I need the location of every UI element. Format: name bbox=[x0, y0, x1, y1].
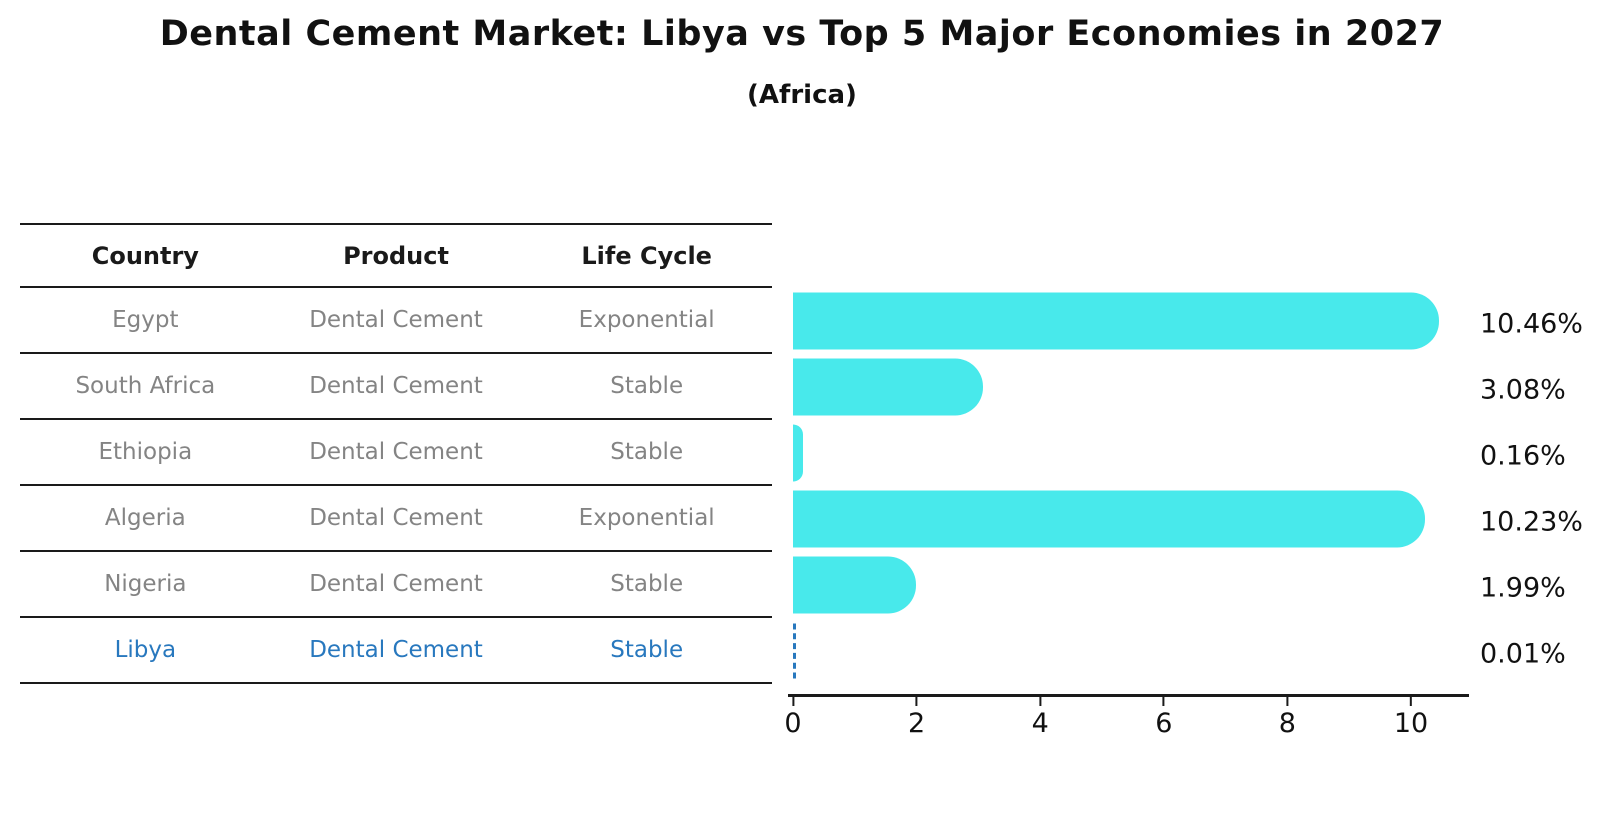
table-row: Algeria Dental Cement Exponential bbox=[20, 486, 772, 552]
comparison-table: Country Product Life Cycle Egypt Dental … bbox=[20, 223, 772, 684]
table-row: South Africa Dental Cement Stable bbox=[20, 354, 772, 420]
x-axis-tick-label: 6 bbox=[1155, 708, 1173, 739]
bar-row: 10.46% bbox=[793, 288, 1583, 354]
table-row: Ethiopia Dental Cement Stable bbox=[20, 420, 772, 486]
x-axis-tick: 8 bbox=[1279, 696, 1296, 739]
bar-value-label: 0.16% bbox=[1480, 440, 1566, 472]
bar-ethiopia bbox=[793, 424, 803, 482]
bar-chart: 10.46% 3.08% 0.16% 10.23% 1.99% 0.01% bbox=[793, 288, 1583, 684]
x-axis-tick: 4 bbox=[1032, 696, 1049, 739]
bar-row: 0.01% bbox=[793, 618, 1566, 684]
cell-country: Libya bbox=[114, 637, 177, 663]
x-axis-tick-label: 8 bbox=[1278, 708, 1296, 739]
header-cell-country: Country bbox=[91, 241, 199, 270]
x-axis-tick-mark bbox=[1162, 696, 1165, 706]
cell-product: Dental Cement bbox=[309, 373, 483, 399]
bar-row: 3.08% bbox=[793, 354, 1566, 420]
x-axis-tick-mark bbox=[915, 696, 918, 706]
header-cell-product: Product bbox=[343, 241, 449, 270]
bar-value-label: 0.01% bbox=[1480, 638, 1566, 670]
x-axis-tick-mark bbox=[792, 696, 794, 706]
x-axis-tick-mark bbox=[1039, 696, 1042, 706]
x-axis-tick-label: 0 bbox=[784, 708, 802, 739]
bar-row: 1.99% bbox=[793, 552, 1566, 618]
cell-country: Nigeria bbox=[104, 571, 187, 597]
cell-lifecycle: Stable bbox=[610, 571, 684, 597]
x-axis-tick-label: 2 bbox=[908, 708, 926, 739]
bar-nigeria bbox=[793, 556, 916, 614]
x-axis-tick-label: 10 bbox=[1393, 708, 1429, 739]
cell-product: Dental Cement bbox=[309, 505, 483, 531]
bar-value-label: 10.46% bbox=[1480, 308, 1583, 340]
cell-country: South Africa bbox=[75, 373, 216, 399]
table-row: Nigeria Dental Cement Stable bbox=[20, 552, 772, 618]
bar-south-africa bbox=[793, 358, 984, 416]
cell-country: Algeria bbox=[104, 505, 186, 531]
cell-country: Egypt bbox=[112, 307, 179, 333]
bar-libya bbox=[793, 623, 796, 679]
cell-lifecycle: Stable bbox=[610, 373, 684, 399]
bar-algeria bbox=[793, 490, 1426, 548]
cell-product: Dental Cement bbox=[309, 571, 483, 597]
header-cell-lifecycle: Life Cycle bbox=[581, 241, 712, 270]
x-axis-tick: 10 bbox=[1394, 696, 1428, 739]
x-axis-tick: 0 bbox=[784, 696, 802, 739]
x-axis-tick: 6 bbox=[1155, 696, 1172, 739]
x-axis-tick-mark bbox=[1409, 696, 1412, 706]
x-axis-tick-mark bbox=[1286, 696, 1289, 706]
x-axis-tick: 2 bbox=[908, 696, 925, 739]
cell-product: Dental Cement bbox=[309, 439, 483, 465]
page-subtitle: (Africa) bbox=[747, 80, 857, 110]
x-axis-line bbox=[788, 694, 1469, 697]
cell-lifecycle: Exponential bbox=[578, 505, 715, 531]
cell-country: Ethiopia bbox=[98, 439, 193, 465]
table-header-row: Country Product Life Cycle bbox=[20, 223, 772, 288]
x-axis-tick-label: 4 bbox=[1031, 708, 1049, 739]
bar-row: 0.16% bbox=[793, 420, 1566, 486]
bar-row: 10.23% bbox=[793, 486, 1583, 552]
bar-value-label: 3.08% bbox=[1480, 374, 1566, 406]
bar-value-label: 10.23% bbox=[1480, 506, 1583, 538]
bar-egypt bbox=[793, 292, 1440, 350]
cell-product: Dental Cement bbox=[309, 307, 483, 333]
cell-lifecycle: Stable bbox=[610, 439, 684, 465]
cell-lifecycle: Exponential bbox=[578, 307, 715, 333]
page-title: Dental Cement Market: Libya vs Top 5 Maj… bbox=[159, 14, 1445, 54]
table-row: Egypt Dental Cement Exponential bbox=[20, 288, 772, 354]
cell-product: Dental Cement bbox=[309, 637, 483, 663]
table-row-libya: Libya Dental Cement Stable bbox=[20, 618, 772, 684]
bar-value-label: 1.99% bbox=[1480, 572, 1566, 604]
cell-lifecycle: Stable bbox=[610, 637, 684, 663]
x-axis: 0 2 4 6 8 10 bbox=[784, 696, 1467, 756]
